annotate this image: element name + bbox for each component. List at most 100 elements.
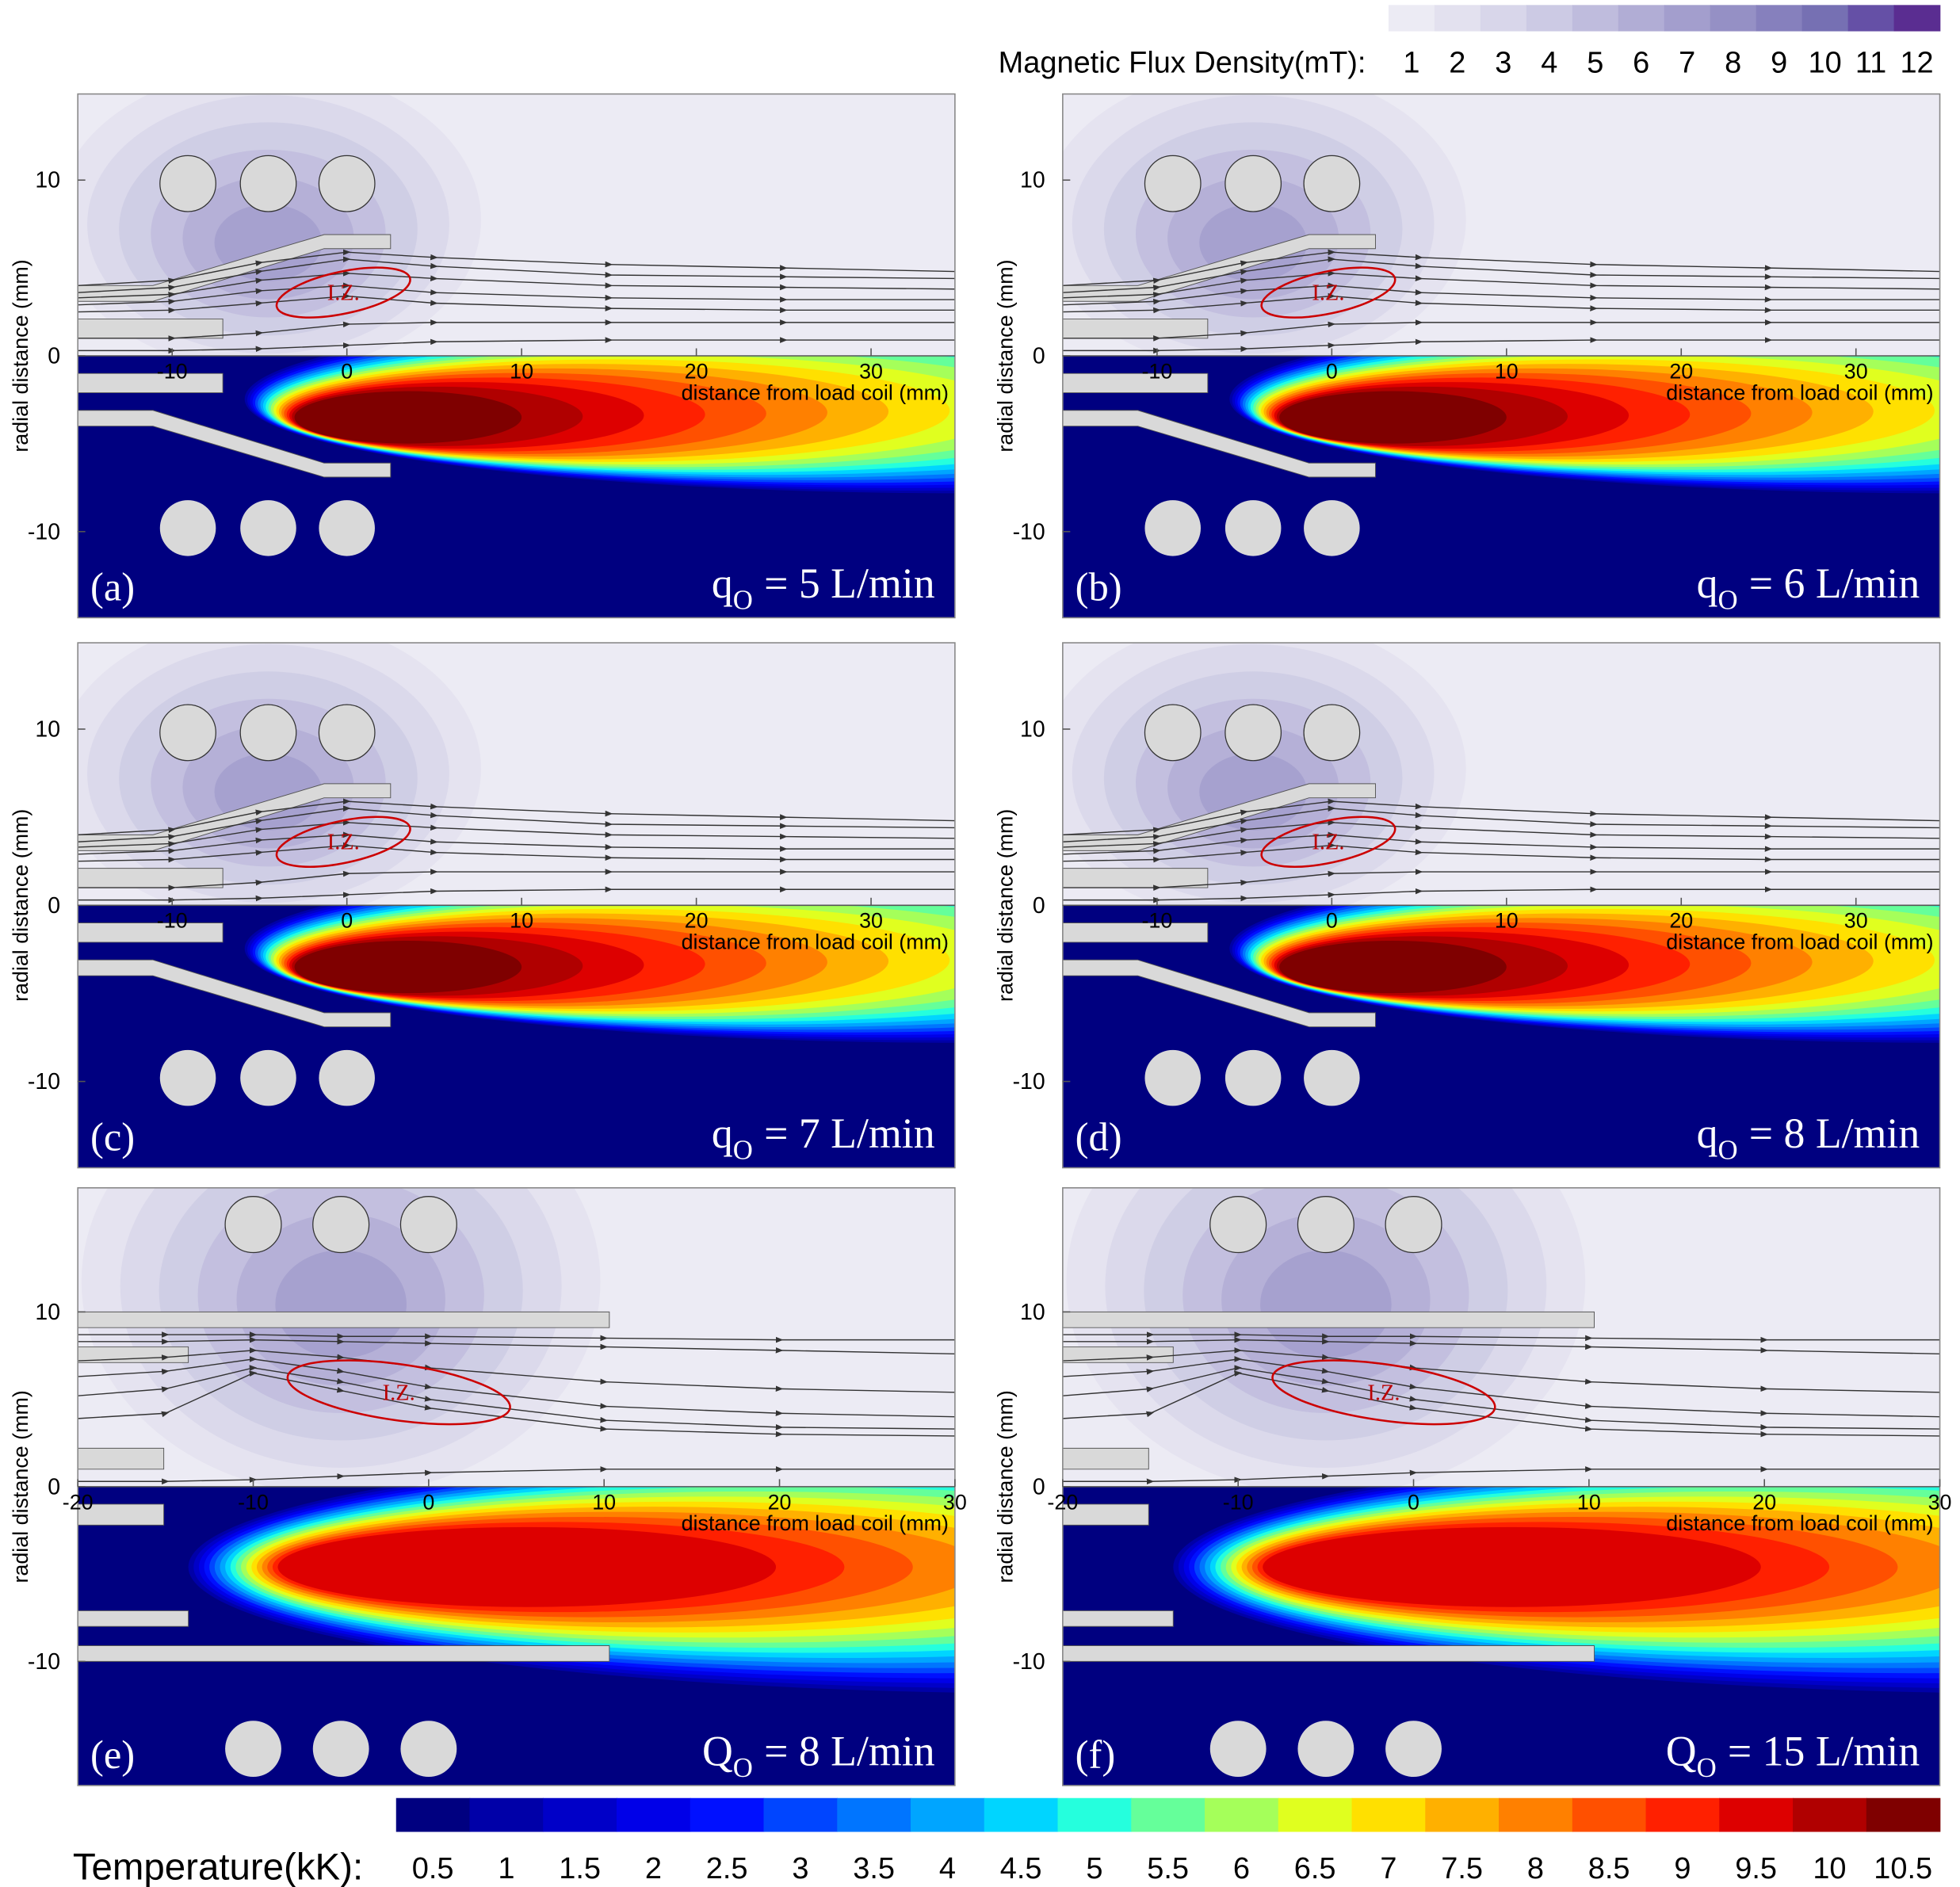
torch-wall [1062,922,1209,943]
condition-subscript: O [733,584,753,615]
coil [240,1049,296,1106]
x-axis-label: distance from load coil (mm) [682,930,949,954]
colorbar-swatch [1793,1797,1867,1832]
x-tick-label: -20 [63,1490,94,1514]
y-tick-label: 0 [1033,893,1045,919]
x-tick-label: 10 [592,1490,616,1514]
condition-value: = 8 L/min [764,1728,935,1775]
colorbar-swatch [543,1797,617,1832]
x-tick-label: -10 [1141,359,1172,383]
colorbar-swatch [1205,1797,1279,1832]
coil [319,500,375,556]
coil [159,1049,216,1106]
field-contour [1260,1250,1392,1358]
y-tick-label: -10 [28,519,60,544]
torch-wall [77,868,224,888]
coil [224,1196,282,1254]
colorbar-tick-label: 2 [645,1852,662,1885]
colorbar-swatch [1664,5,1711,32]
torch-wall [1062,410,1376,478]
panel-label: (c) [90,1114,135,1159]
condition-subscript: O [1697,1752,1717,1783]
ionization-zone [1260,266,1396,319]
condition-subscript: O [1717,584,1737,615]
colorbar-tick-label: 4 [1541,47,1557,80]
colorbar-swatch [1057,1797,1133,1832]
torch-wall [1062,959,1376,1028]
coil [318,704,376,762]
colorbar-tick-label: 4 [939,1852,956,1885]
coil [240,500,296,556]
streamline [78,798,955,836]
coil [1144,155,1202,212]
y-tick-label: 10 [35,1300,60,1325]
x-tick-label: 20 [768,1490,792,1514]
x-tick-label: 20 [685,359,709,383]
colorbar-tick-label: 10 [1809,47,1842,80]
x-axis-label: distance from load coil (mm) [1666,1511,1933,1535]
colorbar-tick-label: 9.5 [1735,1852,1777,1885]
colorbar-swatch [763,1797,839,1832]
coil [400,1721,457,1778]
coil [159,500,216,556]
field-contour [275,1250,407,1358]
x-tick-label: 30 [1844,909,1868,933]
y-tick-label: -10 [1013,1649,1045,1675]
colorbar-swatch [1480,5,1527,32]
coil [1297,1196,1354,1254]
lower-field [1062,905,1940,1168]
ionization-zone [1260,816,1396,868]
y-axis-label: radial distance (mm) [9,809,32,1002]
streamline [1062,1331,1940,1343]
coil [1225,1049,1282,1106]
colorbar-swatch [837,1797,911,1832]
colorbar-tick-label: 4.5 [1000,1852,1042,1885]
condition-subscript: O [733,1752,753,1783]
coil [312,1721,369,1778]
streamline [78,319,955,342]
torch-wall [1062,1311,1595,1328]
x-axis-label: distance from load coil (mm) [682,1511,949,1535]
y-tick-label: 10 [1020,716,1045,742]
colorbar-swatch [1801,5,1849,32]
condition-value: = 8 L/min [1749,1110,1920,1157]
torch-wall [77,959,392,1028]
x-tick-label: 30 [943,1490,967,1514]
colorbar-tick-label: 9 [1674,1852,1691,1885]
x-axis-label: distance from load coil (mm) [1666,930,1933,954]
coil [1144,500,1202,556]
colorbar-tick-label: 7.5 [1441,1852,1483,1885]
colorbar-swatch [1645,1797,1721,1832]
streamline [1062,798,1940,836]
x-tick-label: 0 [1326,909,1338,933]
colorbar-swatch [617,1797,691,1832]
y-axis-label: radial distance (mm) [994,809,1018,1002]
colorbar-tick-label: 6.5 [1294,1852,1336,1885]
panel-label: (a) [90,564,135,609]
colorbar-tick-label: 3 [792,1852,808,1885]
panel-frame [1062,93,1941,619]
condition: QO = 15 L/min [1666,1728,1920,1783]
colorbar-swatch [1131,1797,1205,1832]
x-tick-label: -20 [1047,1490,1078,1514]
y-tick-label: -10 [28,1649,60,1675]
torch-wall [77,410,392,478]
colorbar-tick-label: 6 [1233,1852,1250,1885]
coil [1209,1721,1267,1778]
y-axis-label: radial distance (mm) [9,259,32,452]
colorbar-tick-label: 5 [1086,1852,1102,1885]
colorbar-tick-label: 7 [1679,47,1695,80]
x-tick-label: 20 [1669,359,1693,383]
y-tick-label: -10 [28,1069,60,1094]
torch-wall [77,318,224,339]
colorbar-swatch [1434,5,1481,32]
colorbar-swatch [469,1797,544,1832]
colorbar-tick-label: 7 [1380,1852,1396,1885]
torch-wall [1062,1645,1595,1662]
condition-quantity: Q [1666,1728,1697,1775]
x-tick-label: -10 [238,1490,269,1514]
